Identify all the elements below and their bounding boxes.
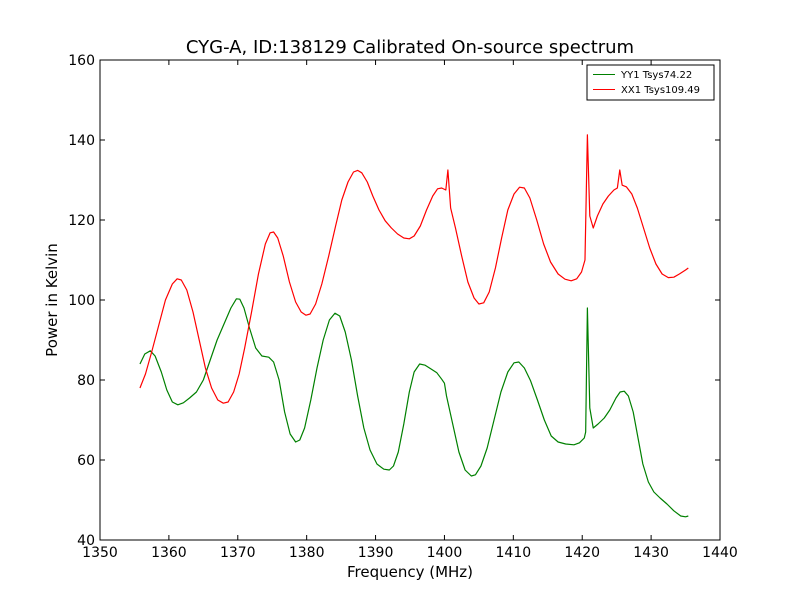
x-tick-label: 1360	[151, 545, 187, 561]
x-tick-label: 1440	[702, 545, 738, 561]
plot-area	[99, 59, 721, 541]
x-tick-label: 1410	[496, 545, 532, 561]
series-layer	[139, 134, 689, 518]
y-tick-label: 60	[77, 453, 95, 469]
y-tick-label: 140	[68, 133, 95, 149]
x-tick-label: 1400	[427, 545, 463, 561]
y-tick-label: 100	[68, 293, 95, 309]
y-tick-label: 160	[68, 53, 95, 69]
x-tick-label: 1390	[358, 545, 394, 561]
legend: YY1 Tsys74.22 XX1 Tsys109.49	[586, 64, 715, 101]
y-tick-label: 120	[68, 213, 95, 229]
y-tick-label: 40	[77, 533, 95, 549]
x-tick-label: 1420	[564, 545, 600, 561]
series-line-yy1	[139, 298, 689, 518]
x-tick-label: 1380	[289, 545, 325, 561]
legend-label-yy1: YY1 Tsys74.22	[620, 70, 692, 81]
y-axis-label: Power in Kelvin	[43, 243, 61, 357]
axis-layer: 1350 1360 1370 1380 1390 1400 1410 1420 1430 1440…	[68, 53, 738, 561]
y-tick-label: 80	[77, 373, 95, 389]
legend-label-xx1: XX1 Tsys109.49	[621, 85, 700, 96]
x-tick-label: 1350	[82, 545, 118, 561]
series-line-xx1	[139, 134, 689, 404]
x-tick-label: 1430	[633, 545, 669, 561]
legend-box	[586, 64, 715, 101]
x-axis-label: Frequency (MHz)	[347, 563, 473, 581]
x-tick-label: 1370	[220, 545, 256, 561]
chart-title: CYG-A, ID:138129 Calibrated On-source sp…	[186, 37, 634, 58]
